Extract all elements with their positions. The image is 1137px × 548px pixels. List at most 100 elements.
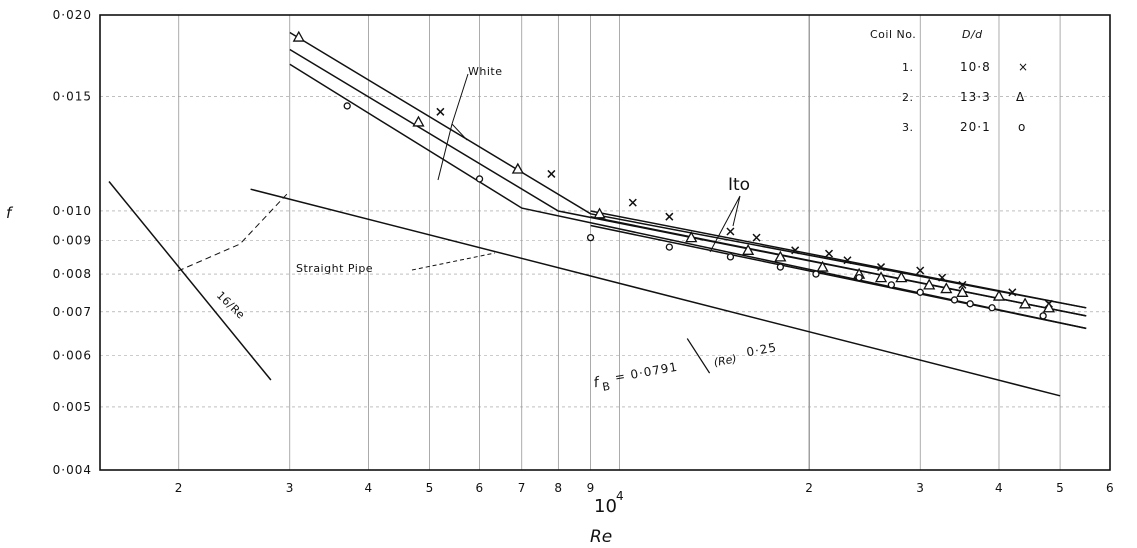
white-leader xyxy=(437,73,469,181)
laminar-leader xyxy=(177,193,288,272)
x-tick-label: 8 xyxy=(554,481,563,495)
triangle-marker xyxy=(593,207,606,219)
triangle-marker xyxy=(742,243,755,255)
y-tick-labels: 0·004 0·005 0·006 0·007 0·008 0·009 0·010 0·015… xyxy=(53,8,92,477)
y-axis-title: f xyxy=(6,204,14,222)
y-tick-label: 0·007 xyxy=(53,305,92,319)
triangle-marker xyxy=(895,271,908,283)
circle-marker xyxy=(776,263,785,271)
y-tick-label: 0·006 xyxy=(53,348,92,362)
fit-line-16-re xyxy=(108,181,272,381)
grid xyxy=(100,14,1111,471)
y-tick-label: 0·008 xyxy=(53,267,92,281)
cross-marker xyxy=(547,169,556,178)
legend-coil-2: 2. xyxy=(902,91,914,104)
cross-marker xyxy=(628,198,637,207)
x-tick-label: 4 xyxy=(365,481,374,495)
cross-marker xyxy=(752,233,761,242)
cross-marker xyxy=(436,107,445,116)
fit-line-ito-2 xyxy=(590,215,1087,317)
data-points xyxy=(292,30,1056,320)
fit-line-white-1 xyxy=(289,31,1087,309)
circle-marker xyxy=(343,102,351,110)
circle-marker xyxy=(586,233,595,242)
straight-pipe-label: Straight Pipe xyxy=(296,262,373,275)
circle-marker xyxy=(1039,312,1047,320)
legend-marker-3: o xyxy=(1018,120,1026,134)
triangle-marker xyxy=(956,285,969,297)
x-tick-label: 6 xyxy=(476,481,485,495)
triangle-marker xyxy=(874,271,888,283)
cross-marker xyxy=(938,273,947,282)
blasius-den: (Re) xyxy=(713,352,738,369)
y-tick-label: 0·005 xyxy=(53,400,92,414)
x-axis-title: Re xyxy=(590,527,612,547)
circle-marker xyxy=(988,304,996,312)
circle-marker xyxy=(950,296,959,304)
x-tick-label: 5 xyxy=(426,481,435,495)
x-tick-label: 6 xyxy=(1106,481,1115,495)
y-tick-label: 0·004 xyxy=(53,463,92,477)
white-label: White xyxy=(468,65,503,78)
x-tick-label: 3 xyxy=(286,481,295,495)
triangle-marker xyxy=(816,260,829,272)
circle-marker xyxy=(726,253,735,261)
circle-marker xyxy=(855,273,863,282)
fit-line-ito-1 xyxy=(590,210,1087,309)
triangle-marker xyxy=(940,282,953,294)
triangle-marker xyxy=(412,115,425,127)
x-tick-label: 2 xyxy=(175,481,184,495)
circle-marker xyxy=(812,270,820,278)
x-decade-exponent: 4 xyxy=(616,489,625,503)
circle-marker xyxy=(665,243,673,251)
cross-marker xyxy=(877,263,886,272)
cross-marker xyxy=(916,266,925,275)
triangle-marker xyxy=(1018,297,1032,309)
x-tick-label: 3 xyxy=(916,481,925,495)
legend-ratio-1: 10·8 xyxy=(960,60,991,74)
blasius-formula: f B = 0·0791 (Re) 0·25 xyxy=(592,338,778,394)
cross-marker xyxy=(843,256,852,265)
legend-ratio-3: 20·1 xyxy=(960,120,991,134)
legend-marker-1: × xyxy=(1018,60,1029,74)
fit-lines xyxy=(108,31,1087,397)
ito-leader xyxy=(709,195,741,253)
triangle-marker xyxy=(1042,301,1056,313)
triangle-marker xyxy=(992,289,1006,301)
cross-marker xyxy=(1008,288,1017,297)
ito-label: Ito xyxy=(728,175,750,195)
y-tick-label: 0·009 xyxy=(53,234,92,248)
triangle-marker xyxy=(685,231,698,243)
triangle-marker xyxy=(292,30,305,42)
x-decade-label: 10 xyxy=(594,496,617,517)
x-tick-label: 5 xyxy=(1056,481,1065,495)
x-tick-label: 9 xyxy=(587,481,596,495)
y-tick-label: 0·015 xyxy=(53,89,92,103)
y-tick-label: 0·010 xyxy=(53,204,92,218)
fit-line-straight-pipe xyxy=(250,188,1061,397)
cross-marker xyxy=(665,212,674,221)
legend-header-ratio: D/d xyxy=(962,28,983,41)
circle-marker xyxy=(966,300,974,308)
blasius-slash xyxy=(686,338,711,374)
y-tick-label: 0·020 xyxy=(53,8,92,22)
triangle-marker xyxy=(511,162,524,174)
circle-marker xyxy=(475,175,484,183)
triangle-marker xyxy=(774,250,787,262)
cross-marker xyxy=(824,249,834,258)
x-tick-labels: 2 3 4 5 6 7 8 9 2 3 4 5 6 xyxy=(175,481,1115,495)
blasius-exp: 0·25 xyxy=(745,340,778,359)
legend-ratio-2: 13·3 xyxy=(960,90,991,104)
legend: Coil No. D/d 1. 10·8 × 2. 13·3 Δ 3. 20·1… xyxy=(870,28,1029,134)
legend-marker-2: Δ xyxy=(1016,90,1025,104)
legend-coil-3: 3. xyxy=(902,121,914,134)
legend-header-coil: Coil No. xyxy=(870,28,916,41)
x-tick-label: 2 xyxy=(805,481,814,495)
plot-frame xyxy=(99,14,1111,471)
blasius-lhs: f xyxy=(592,374,602,391)
cross-marker xyxy=(958,280,967,289)
x-tick-label: 4 xyxy=(995,481,1004,495)
legend-coil-1: 1. xyxy=(902,61,914,74)
circle-marker xyxy=(916,288,924,296)
